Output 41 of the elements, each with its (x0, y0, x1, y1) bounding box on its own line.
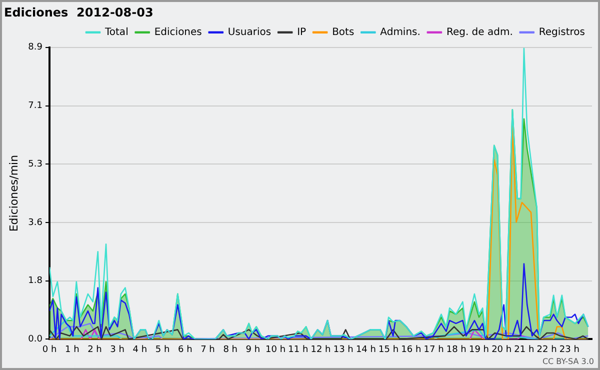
legend-label: Registros (538, 26, 586, 38)
x-tick-label: 2 h (88, 344, 102, 355)
x-tick-label: 17 h (424, 344, 444, 355)
x-tick-label: 18 h (446, 344, 466, 355)
x-tick-label: 4 h (132, 344, 148, 355)
x-tick-label: 9 h (246, 344, 260, 355)
x-tick-label: 22 h (536, 344, 557, 355)
x-tick-label: 8 h (223, 344, 238, 355)
y-tick-label: 7.1 (28, 101, 43, 112)
y-tick-label: 0.0 (28, 334, 43, 345)
x-tick-label: 1 h (64, 344, 80, 355)
legend-label: Bots (332, 26, 354, 38)
legend-label: Admins. (380, 26, 420, 38)
chart-title: Ediciones 2012-08-03 (4, 5, 154, 20)
legend-label: Reg. de adm. (446, 26, 513, 38)
x-tick-label: 7 h (200, 344, 215, 355)
y-tick-label: 3.6 (28, 218, 43, 228)
x-tick-label: 5 h (155, 344, 170, 355)
legend-label: IP (297, 26, 306, 38)
x-tick-label: 20 h (492, 344, 512, 355)
x-tick-label: 16 h (401, 344, 422, 355)
y-tick-label: 1.8 (28, 276, 43, 286)
x-tick-label: 19 h (468, 344, 489, 355)
x-tick-label: 10 h (266, 344, 286, 355)
x-tick-label: 14 h (356, 344, 376, 355)
legend-label: Ediciones (154, 26, 202, 38)
x-tick-label: 6 h (178, 344, 192, 355)
x-tick-label: 11 h (288, 344, 308, 355)
text: CC BY-SA 3.0 (542, 357, 594, 366)
x-tick-label: 15 h (378, 344, 399, 355)
x-tick-label: 12 h (310, 344, 331, 355)
legend-label: Total (104, 26, 128, 38)
y-tick-label: 8.9 (28, 42, 43, 53)
x-tick-label: 13 h (333, 344, 354, 355)
x-tick-label: 0 h (42, 344, 57, 355)
x-tick-label: 23 h (559, 344, 580, 355)
y-tick-label: 5.3 (28, 159, 43, 170)
y-axis-title: Ediciones/min (7, 154, 20, 232)
x-tick-label: 21 h (514, 344, 534, 355)
legend-label: Usuarios (228, 26, 272, 38)
x-tick-label: 3 h (110, 344, 124, 355)
